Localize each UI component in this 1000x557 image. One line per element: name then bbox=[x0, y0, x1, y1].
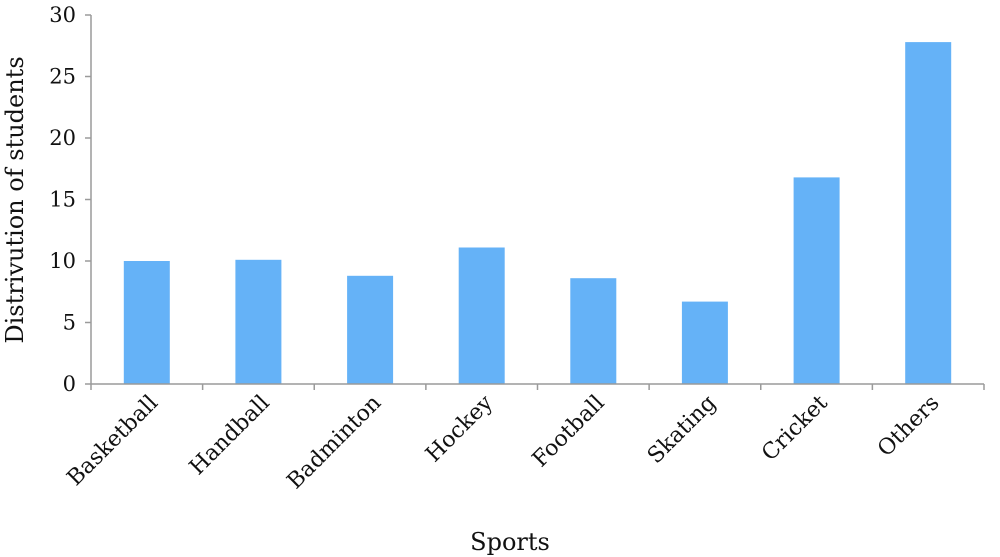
bar-badminton bbox=[347, 275, 394, 384]
y-tick-label: 20 bbox=[49, 126, 76, 150]
x-tick-label: Hockey bbox=[421, 390, 498, 467]
x-tick-label: Others bbox=[873, 391, 944, 462]
y-ticks-group: 0 5 10 15 20 25 30 bbox=[49, 3, 91, 396]
y-tick-label: 0 bbox=[63, 372, 76, 396]
x-tick-label: Basketball bbox=[63, 391, 163, 491]
x-tick-label: Skating bbox=[643, 391, 721, 469]
bar-skating bbox=[681, 301, 728, 384]
bars-group bbox=[123, 42, 952, 384]
y-axis-title: Distrivution of students bbox=[1, 56, 29, 343]
bar-hockey bbox=[458, 247, 505, 384]
y-tick-label: 30 bbox=[49, 3, 76, 27]
x-tick-label: Cricket bbox=[757, 390, 833, 466]
axes-group bbox=[90, 15, 984, 385]
bar-cricket bbox=[793, 177, 840, 384]
y-tick-label: 25 bbox=[49, 65, 76, 89]
x-axis-title: Sports bbox=[470, 528, 550, 556]
x-tick-label: Football bbox=[528, 391, 610, 473]
x-labels-group: Basketball Handball Badminton Hockey Footbal… bbox=[63, 384, 985, 495]
y-tick-label: 15 bbox=[49, 188, 76, 212]
y-tick-label: 10 bbox=[49, 249, 76, 273]
bar-basketball bbox=[123, 261, 170, 384]
x-tick-label: Handball bbox=[185, 391, 275, 481]
bar-handball bbox=[235, 259, 282, 384]
bar-football bbox=[570, 278, 617, 384]
bar-others bbox=[905, 42, 952, 384]
x-tick-label: Badminton bbox=[283, 391, 387, 495]
y-tick-label: 5 bbox=[63, 311, 76, 335]
